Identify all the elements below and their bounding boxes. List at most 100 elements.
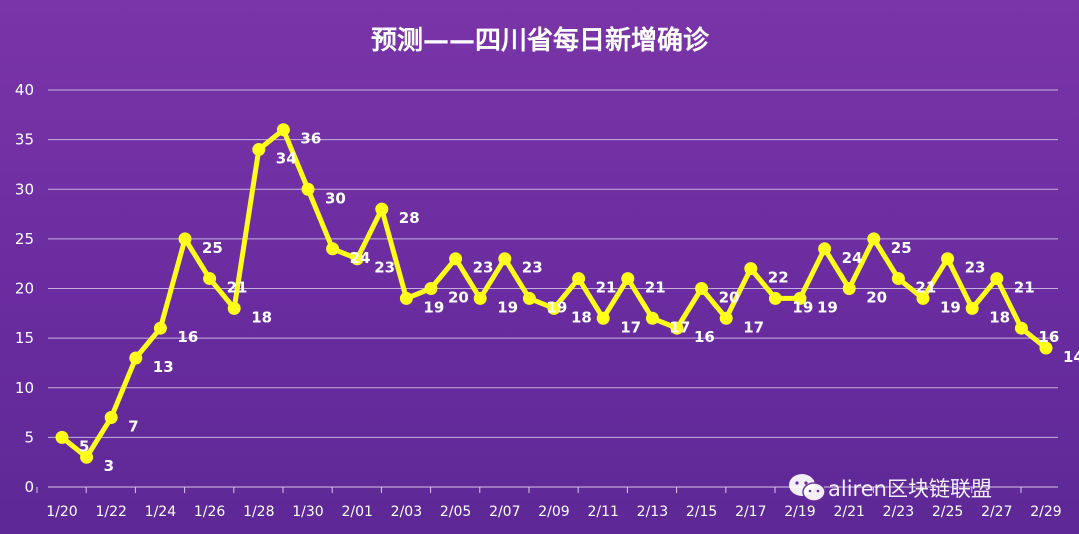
data-point — [744, 262, 758, 276]
data-label: 18 — [251, 308, 272, 326]
data-label: 19 — [546, 298, 567, 316]
data-label: 7 — [128, 418, 138, 436]
series-line-layer — [55, 123, 1053, 464]
data-point — [916, 291, 930, 305]
x-tick-label: 2/27 — [981, 504, 1012, 520]
data-label: 36 — [300, 130, 321, 148]
data-point — [522, 291, 536, 305]
y-tick-label: 0 — [24, 478, 34, 496]
data-label: 21 — [645, 279, 666, 297]
data-label: 30 — [325, 189, 346, 207]
y-tick-label: 25 — [15, 230, 34, 248]
data-label: 5 — [79, 437, 89, 455]
data-label: 21 — [1014, 279, 1035, 297]
data-label: 23 — [522, 259, 543, 277]
data-label: 21 — [227, 279, 248, 297]
data-label: 25 — [202, 239, 223, 257]
x-tick-label: 2/09 — [538, 504, 569, 520]
x-tick-label: 2/19 — [784, 504, 815, 520]
data-point — [55, 430, 69, 444]
data-label: 20 — [448, 289, 469, 307]
x-tick-label: 1/28 — [243, 504, 274, 520]
y-tick-label: 40 — [15, 81, 34, 99]
data-label: 23 — [374, 259, 395, 277]
data-point — [941, 252, 955, 266]
data-point — [424, 282, 438, 295]
data-label: 28 — [399, 209, 420, 227]
data-label: 16 — [177, 328, 198, 346]
data-labels: 5371316252118343630242328192023192319182… — [79, 130, 1079, 476]
x-tick-label: 2/23 — [883, 504, 914, 520]
data-label: 19 — [940, 298, 961, 316]
data-point — [596, 311, 610, 325]
data-label: 19 — [792, 298, 813, 316]
data-label: 19 — [497, 298, 518, 316]
watermark-text: aliren区块链联盟 — [828, 477, 992, 501]
data-point — [473, 291, 487, 305]
x-tick-label: 2/15 — [686, 504, 717, 520]
data-point — [547, 301, 561, 315]
data-point — [449, 252, 463, 266]
x-tick-label: 2/17 — [735, 504, 766, 520]
data-label: 16 — [694, 328, 715, 346]
x-tick-label: 2/07 — [489, 504, 520, 520]
y-tick-label: 10 — [15, 379, 34, 397]
data-point — [104, 411, 118, 425]
x-axis-ticks: 1/20 1/22 1/24 1/26 1/28 1/30 2/01 2/03 2/05 2/07… — [36, 487, 1062, 520]
data-point — [129, 351, 143, 365]
data-point — [670, 321, 684, 335]
data-label: 18 — [989, 308, 1010, 326]
x-tick-label: 2/01 — [341, 504, 372, 520]
data-point — [178, 232, 192, 246]
data-point — [252, 143, 266, 157]
data-label: 14 — [1063, 348, 1079, 366]
data-point — [621, 272, 635, 286]
data-label: 34 — [276, 150, 297, 168]
x-tick-label: 2/29 — [1030, 504, 1061, 520]
data-point — [80, 450, 94, 464]
data-label: 13 — [153, 358, 174, 376]
data-label: 16 — [1038, 328, 1059, 346]
y-tick-label: 20 — [15, 280, 34, 298]
data-point — [572, 272, 586, 286]
data-point — [990, 272, 1004, 286]
data-label: 22 — [768, 269, 789, 287]
data-point — [153, 321, 167, 335]
data-label: 18 — [571, 308, 592, 326]
data-label: 20 — [719, 289, 740, 307]
y-tick-label: 15 — [15, 329, 34, 347]
x-tick-label: 1/22 — [95, 504, 126, 520]
data-point — [1014, 321, 1028, 335]
watermark: aliren区块链联盟 — [789, 474, 992, 502]
data-point — [1039, 341, 1053, 355]
data-point — [695, 282, 709, 295]
y-axis-ticks: 0 5 10 15 20 25 30 35 40 — [15, 81, 34, 496]
data-point — [203, 272, 217, 286]
data-label: 23 — [473, 259, 494, 277]
x-tick-label: 2/25 — [932, 504, 963, 520]
data-point — [375, 202, 389, 216]
x-tick-label: 2/03 — [391, 504, 422, 520]
data-point — [350, 252, 364, 266]
data-point — [645, 311, 659, 325]
data-point — [399, 291, 413, 305]
wechat-icon — [789, 474, 826, 502]
x-tick-label: 2/13 — [637, 504, 668, 520]
x-tick-label: 1/30 — [292, 504, 323, 520]
data-point — [818, 242, 832, 256]
x-tick-label: 2/21 — [833, 504, 864, 520]
data-label: 21 — [596, 279, 617, 297]
y-tick-label: 5 — [24, 428, 34, 446]
data-label: 21 — [915, 279, 936, 297]
data-label: 17 — [620, 318, 641, 336]
data-label: 3 — [104, 457, 114, 475]
data-point — [719, 311, 733, 325]
data-point — [227, 301, 241, 315]
grid-lines — [48, 89, 1058, 488]
data-label: 24 — [350, 249, 371, 267]
x-tick-label: 1/20 — [46, 504, 77, 520]
data-label: 17 — [743, 318, 764, 336]
data-point — [842, 282, 856, 295]
